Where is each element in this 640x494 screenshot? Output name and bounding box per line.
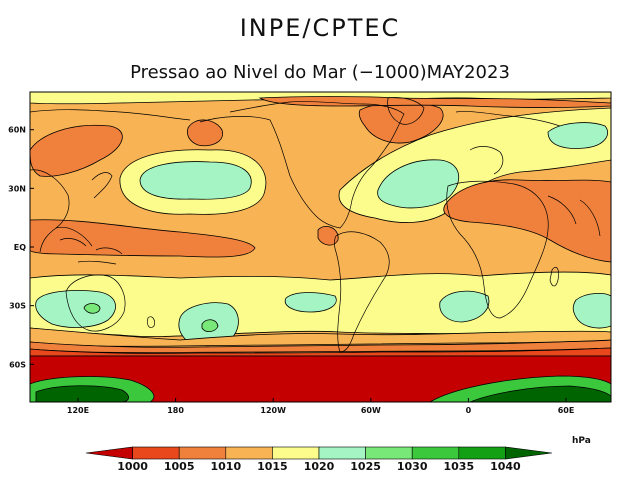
colorbar-swatch	[318, 446, 366, 460]
coast-europe	[455, 111, 561, 175]
field-south-atlantic-east-1020-1025	[439, 290, 490, 323]
colorbar-label: 1000	[117, 460, 148, 473]
field-southern-1005-1010	[30, 339, 611, 353]
colorbar-swatch	[365, 446, 413, 460]
lon-label: 60W	[361, 406, 381, 415]
map-title: Pressao ao Nivel do Mar (−1000)MAY2023	[130, 62, 510, 83]
field-asian-low-1005-1010	[443, 179, 611, 263]
colorbar-label: 1010	[210, 460, 241, 473]
lon-label: 0	[466, 406, 472, 415]
field-npac-1020-1025	[139, 161, 252, 200]
field-aleutian-1005-1010	[30, 124, 123, 177]
field-south-indian-1020-1025	[572, 292, 611, 329]
field-southern-1010-1015	[30, 327, 611, 347]
lon-label: 60E	[558, 406, 575, 415]
coast-greenland	[387, 97, 425, 125]
colorbar-label: 1015	[257, 460, 288, 473]
colorbar-label: 1025	[350, 460, 381, 473]
field-gulf-alaska-1005-1010	[187, 119, 224, 147]
lat-label: 60N	[8, 126, 26, 135]
pressure-field	[30, 92, 611, 402]
coast-arabia-india	[547, 195, 601, 237]
lon-label: 120E	[67, 406, 89, 415]
field-south-atlantic-1020-1025	[284, 292, 337, 313]
coast-madagascar	[549, 266, 559, 287]
lat-label: EQ	[14, 243, 26, 252]
coast-japan	[91, 172, 113, 199]
field-amazon-1005-1010	[317, 226, 339, 246]
coast-indonesia	[59, 238, 123, 265]
field-natl-1020-1025	[377, 159, 460, 209]
coast-asia	[30, 109, 191, 253]
colorbar-label: 1005	[164, 460, 195, 473]
coast-new-zealand	[147, 316, 155, 328]
latitude-axis: 60N 30N EQ 30S 60S	[8, 126, 34, 369]
field-maritime-continent-1005-1010	[30, 219, 256, 258]
colorbar-swatch	[132, 446, 180, 460]
colorbar-label: 1040	[490, 460, 521, 473]
colorbar-label: 1035	[443, 460, 474, 473]
colorbar-label: 1020	[304, 460, 335, 473]
coast-north-america	[199, 101, 405, 229]
coast-australia	[65, 274, 126, 332]
field-australia-1025-1030	[83, 303, 101, 314]
lat-label: 30N	[8, 184, 26, 193]
coast-africa	[446, 180, 549, 319]
lon-label: 180	[167, 406, 184, 415]
colorbar-swatch	[85, 446, 133, 460]
lon-label: 120W	[260, 406, 286, 415]
colorbar-swatch	[411, 446, 460, 460]
colorbar-unit: hPa	[572, 436, 591, 446]
field-australia-1020-1025	[35, 290, 116, 328]
colorbar-swatch	[272, 446, 320, 460]
field-antarctic-west-core	[35, 385, 129, 402]
colorbar-swatch	[225, 446, 273, 460]
longitude-axis: 120E 180 120W 60W 0 60E	[67, 398, 574, 415]
lat-label: 60S	[9, 360, 26, 369]
field-antarctic-east-core	[469, 385, 611, 402]
field-europe-1020-1025	[547, 122, 609, 149]
colorbar-swatch	[458, 446, 506, 460]
colorbar-label: 1030	[397, 460, 428, 473]
colorbar-swatch	[505, 446, 553, 460]
lat-label: 30S	[9, 302, 26, 311]
coastlines	[30, 97, 601, 353]
field-southern-1000-1005	[30, 347, 611, 357]
colorbar-swatch	[178, 446, 227, 460]
institution-title: INPE/CPTEC	[239, 14, 401, 42]
field-south-pacific-1025-1030	[201, 319, 219, 332]
colorbar: 1000 1005 1010 1015 1020 1025 1030 1035 1040	[85, 446, 553, 473]
coast-south-america	[334, 231, 390, 353]
